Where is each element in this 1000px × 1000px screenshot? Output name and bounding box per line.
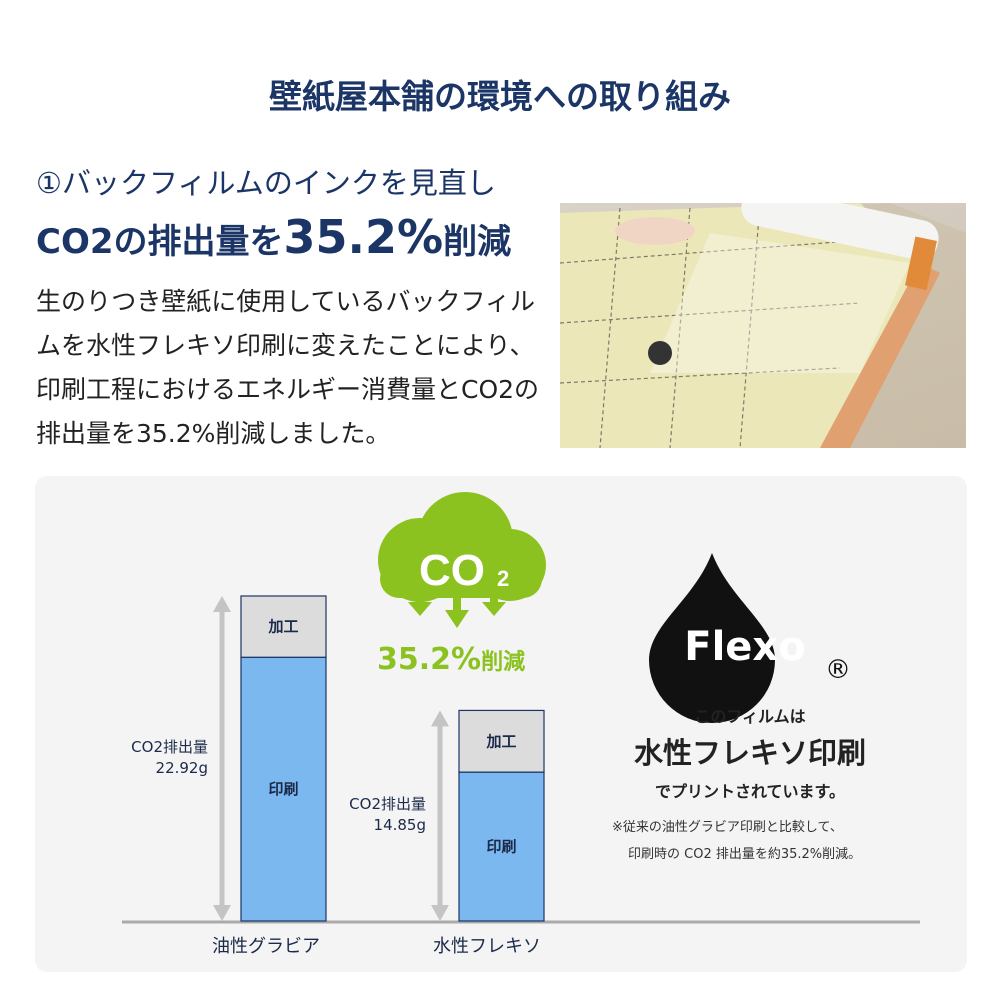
reduction-label: 35.2%削減 <box>377 642 525 677</box>
bar-segment-label: 加工 <box>267 618 298 636</box>
ink-drop-icon <box>649 553 775 723</box>
flexo-note2: 印刷時の CO2 排出量を約35.2%削減。 <box>628 847 862 862</box>
category-label-flexo: 水性フレキソ <box>433 936 541 957</box>
bar-segment-label: 加工 <box>485 732 516 750</box>
reduction-value: 35.2% <box>377 642 482 677</box>
arrow-head-down <box>213 905 231 921</box>
bar-segment-printing <box>458 771 545 922</box>
headline: CO2の排出量を35.2%削減 <box>36 210 511 264</box>
registered-mark: ® <box>825 655 851 685</box>
flexo-note1: ※従来の油性グラビア印刷と比較して、 <box>612 820 843 835</box>
flexo-line3: でプリントされています。 <box>655 782 845 801</box>
total-label-text: CO2排出量 <box>349 795 426 813</box>
flexo-line2: 水性フレキソ印刷 <box>633 736 866 770</box>
bar-segment-label: 印刷 <box>486 838 516 856</box>
headline-value: 35.2% <box>283 210 444 264</box>
reduction-suffix: 削減 <box>481 650 526 675</box>
down-arrow-icons <box>408 592 506 628</box>
product-photo <box>560 203 966 448</box>
bar-segment-printing <box>240 656 327 922</box>
cloud-co-text: CO <box>419 546 485 595</box>
total-value-text: 14.85g <box>373 816 426 834</box>
bar-segment-processing <box>240 595 327 658</box>
arrow-head-up <box>213 596 231 612</box>
headline-prefix: CO2の排出量を <box>36 222 284 262</box>
total-label-gravure: CO2排出量 22.92g <box>90 737 208 779</box>
category-label-gravure: 油性グラビア <box>212 936 320 957</box>
page-title: 壁紙屋本舗の環境への取り組み <box>269 77 731 116</box>
section-heading: ①バックフィルムのインクを見直し <box>36 166 496 200</box>
total-label-flexo: CO2排出量 14.85g <box>308 794 426 836</box>
headline-suffix: 削減 <box>443 222 512 262</box>
bar-segment-processing <box>458 709 545 773</box>
flexo-logo-text: Flexo <box>684 624 805 670</box>
cloud-sub-text: 2 <box>497 566 509 591</box>
arrow-head-up <box>431 710 449 727</box>
bar-segment-label: 印刷 <box>268 780 298 798</box>
flexo-line1: このフィルムは <box>694 707 806 726</box>
body-text: 生のりつき壁紙に使用しているバックフィルムを水性フレキソ印刷に変えたことにより、… <box>36 287 540 448</box>
total-value-text: 22.92g <box>155 759 208 777</box>
arrow-head-down <box>431 905 449 921</box>
total-label-text: CO2排出量 <box>131 738 208 756</box>
co2-cloud-icon <box>378 492 546 628</box>
film-roll-illustration <box>560 203 966 448</box>
